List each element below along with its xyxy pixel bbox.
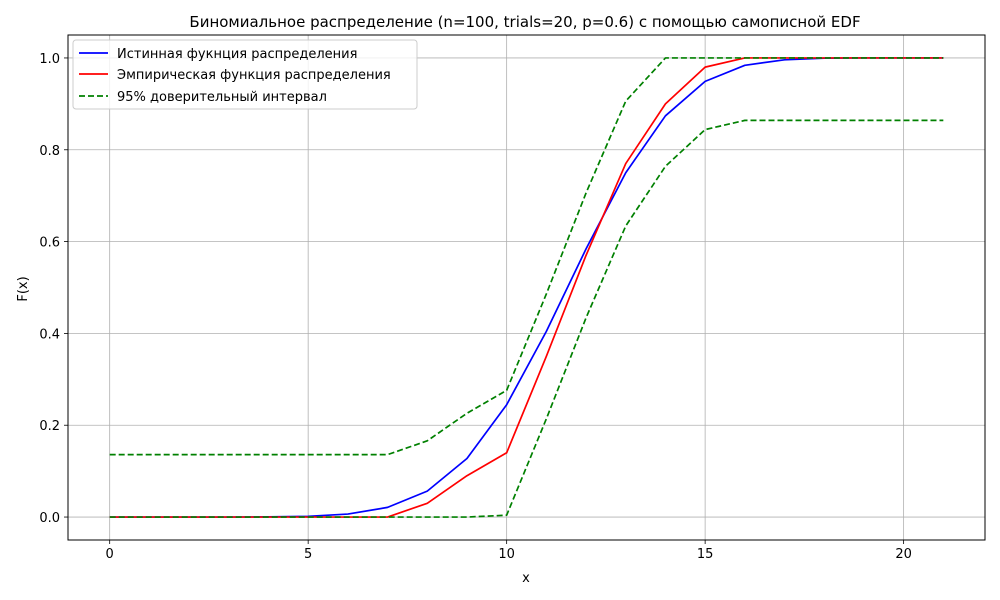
series-group bbox=[109, 57, 944, 518]
chart-title: Биномиальное распределение (n=100, trial… bbox=[189, 13, 860, 31]
legend: Истинная фукнция распределения Эмпиричес… bbox=[72, 39, 418, 110]
axis-ticks: 0 5 10 15 20 0.0 0.2 0.4 0.6 0.8 1.0 bbox=[39, 52, 912, 562]
legend-box bbox=[72, 39, 418, 110]
y-tick-label: 0.8 bbox=[39, 144, 60, 159]
x-tick-label: 5 bbox=[304, 547, 312, 562]
legend-label-confidence-interval: 95% доверительный интервал bbox=[117, 90, 327, 105]
y-tick-label: 0.2 bbox=[39, 419, 60, 434]
plot-frame bbox=[67, 34, 986, 541]
y-tick-label: 0.0 bbox=[39, 511, 60, 526]
x-tick-label: 0 bbox=[106, 547, 114, 562]
y-tick-label: 0.4 bbox=[39, 327, 60, 342]
x-tick-label: 10 bbox=[498, 547, 515, 562]
series-line-ci-upper bbox=[109, 57, 944, 456]
legend-label-empirical-cdf: Эмпирическая функция распределения bbox=[117, 68, 391, 83]
y-tick-label: 0.6 bbox=[39, 236, 60, 251]
series-line-ci-lower bbox=[109, 119, 944, 518]
y-axis-label: F(x) bbox=[16, 276, 31, 301]
legend-label-true-cdf: Истинная фукнция распределения bbox=[117, 47, 357, 62]
y-tick-label: 1.0 bbox=[39, 52, 60, 67]
x-tick-label: 20 bbox=[895, 547, 912, 562]
x-axis-label: x bbox=[522, 571, 530, 586]
x-tick-label: 15 bbox=[697, 547, 714, 562]
